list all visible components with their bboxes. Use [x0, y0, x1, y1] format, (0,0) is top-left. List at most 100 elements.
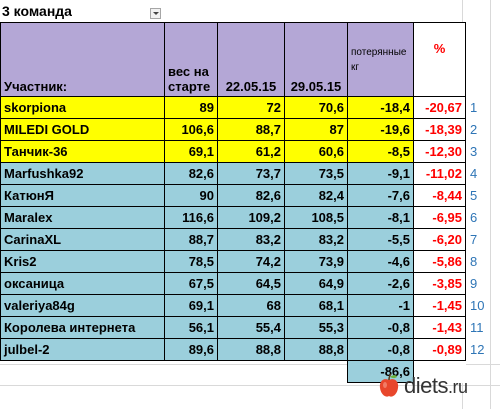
empty-cell	[165, 361, 218, 383]
cell-percent[interactable]: -11,02	[413, 162, 466, 185]
cell-lost-kg[interactable]: -2,6	[347, 272, 414, 295]
cell-weight-date-2[interactable]: 55,3	[284, 316, 348, 339]
cell-start-weight[interactable]: 116,6	[164, 206, 218, 229]
table-row: КатюнЯ 90 82,6 82,4 -7,6 -8,44 5	[0, 184, 500, 207]
header-date-1[interactable]: 22.05.15	[217, 22, 285, 97]
cell-weight-date-2[interactable]: 68,1	[284, 294, 348, 317]
header-date-2[interactable]: 29.05.15	[284, 22, 348, 97]
cell-name[interactable]: Королева интернета	[0, 316, 165, 339]
cell-percent[interactable]: -0,89	[413, 338, 466, 361]
cell-weight-date-2[interactable]: 108,5	[284, 206, 348, 229]
cell-weight-date-2[interactable]: 73,9	[284, 250, 348, 273]
cell-lost-kg[interactable]: -5,5	[347, 228, 414, 251]
cell-name[interactable]: Marfushka92	[0, 162, 165, 185]
cell-name[interactable]: КатюнЯ	[0, 184, 165, 207]
cell-start-weight[interactable]: 89	[164, 96, 218, 119]
cell-name[interactable]: CarinaXL	[0, 228, 165, 251]
header-name[interactable]: Участник:	[0, 22, 165, 97]
cell-percent[interactable]: -8,44	[413, 184, 466, 207]
table-row: оксаница 67,5 64,5 64,9 -2,6 -3,85 9	[0, 272, 500, 295]
cell-lost-kg[interactable]: -18,4	[347, 96, 414, 119]
cell-start-weight[interactable]: 89,6	[164, 338, 218, 361]
cell-start-weight[interactable]: 78,5	[164, 250, 218, 273]
rank-number: 12	[470, 342, 485, 357]
cell-weight-date-1[interactable]: 55,4	[217, 316, 285, 339]
cell-weight-date-2[interactable]: 83,2	[284, 228, 348, 251]
cell-weight-date-1[interactable]: 109,2	[217, 206, 285, 229]
cell-lost-kg[interactable]: -7,6	[347, 184, 414, 207]
cell-lost-kg[interactable]: -9,1	[347, 162, 414, 185]
cell-weight-date-1[interactable]: 82,6	[217, 184, 285, 207]
filter-dropdown-icon[interactable]	[150, 8, 161, 19]
cell-lost-kg[interactable]: -8,1	[347, 206, 414, 229]
cell-percent[interactable]: -18,39	[413, 118, 466, 141]
results-table: Участник: вес на старте 22.05.15 29.05.1…	[0, 22, 500, 383]
cell-weight-date-2[interactable]: 70,6	[284, 96, 348, 119]
cell-name[interactable]: Танчик-36	[0, 140, 165, 163]
cell-lost-kg[interactable]: -4,6	[347, 250, 414, 273]
cell-weight-date-1[interactable]: 83,2	[217, 228, 285, 251]
cell-start-weight[interactable]: 67,5	[164, 272, 218, 295]
cell-weight-date-2[interactable]: 88,8	[284, 338, 348, 361]
cell-lost-kg[interactable]: -0,8	[347, 338, 414, 361]
cell-start-weight[interactable]: 69,1	[164, 294, 218, 317]
table-row: Танчик-36 69,1 61,2 60,6 -8,5 -12,30 3	[0, 140, 500, 163]
cell-start-weight[interactable]: 106,6	[164, 118, 218, 141]
cell-start-weight[interactable]: 88,7	[164, 228, 218, 251]
cell-name[interactable]: Maralex	[0, 206, 165, 229]
rank-number: 8	[470, 254, 478, 269]
cell-percent[interactable]: -5,86	[413, 250, 466, 273]
total-lost-kg[interactable]: -86,6	[347, 360, 414, 383]
rank-number: 6	[470, 210, 478, 225]
cell-percent[interactable]: -6,20	[413, 228, 466, 251]
header-percent[interactable]: %	[413, 22, 466, 97]
rank-number: 3	[470, 144, 478, 159]
cell-weight-date-1[interactable]: 88,7	[217, 118, 285, 141]
cell-start-weight[interactable]: 82,6	[164, 162, 218, 185]
cell-start-weight[interactable]: 69,1	[164, 140, 218, 163]
rank-number: 10	[470, 298, 485, 313]
cell-weight-date-1[interactable]: 61,2	[217, 140, 285, 163]
cell-weight-date-1[interactable]: 73,7	[217, 162, 285, 185]
cell-percent[interactable]: -6,95	[413, 206, 466, 229]
cell-lost-kg[interactable]: -19,6	[347, 118, 414, 141]
cell-lost-kg[interactable]: -0,8	[347, 316, 414, 339]
header-lost-kg[interactable]: потерянные кг	[347, 22, 414, 97]
cell-percent[interactable]: -20,67	[413, 96, 466, 119]
cell-name[interactable]: MILEDI GOLD	[0, 118, 165, 141]
cell-weight-date-2[interactable]: 60,6	[284, 140, 348, 163]
cell-weight-date-2[interactable]: 64,9	[284, 272, 348, 295]
cell-start-weight[interactable]: 90	[164, 184, 218, 207]
cell-weight-date-2[interactable]: 82,4	[284, 184, 348, 207]
gridline	[0, 364, 500, 365]
table-row: Maralex 116,6 109,2 108,5 -8,1 -6,95 6	[0, 206, 500, 229]
cell-name[interactable]: valeriya84g	[0, 294, 165, 317]
cell-name[interactable]: skorpiona	[0, 96, 165, 119]
cell-percent[interactable]: -12,30	[413, 140, 466, 163]
cell-lost-kg[interactable]: -8,5	[347, 140, 414, 163]
cell-percent[interactable]: -3,85	[413, 272, 466, 295]
table-row: MILEDI GOLD 106,6 88,7 87 -19,6 -18,39 2	[0, 118, 500, 141]
cell-percent[interactable]: -1,43	[413, 316, 466, 339]
cell-weight-date-1[interactable]: 74,2	[217, 250, 285, 273]
cell-weight-date-1[interactable]: 72	[217, 96, 285, 119]
table-row: valeriya84g 69,1 68 68,1 -1 -1,45 10	[0, 294, 500, 317]
cell-name[interactable]: Kris2	[0, 250, 165, 273]
cell-name[interactable]: julbel-2	[0, 338, 165, 361]
header-start-weight[interactable]: вес на старте	[164, 22, 218, 97]
rank-number: 11	[470, 320, 484, 335]
cell-start-weight[interactable]: 56,1	[164, 316, 218, 339]
table-row: Kris2 78,5 74,2 73,9 -4,6 -5,86 8	[0, 250, 500, 273]
cell-name[interactable]: оксаница	[0, 272, 165, 295]
cell-percent[interactable]: -1,45	[413, 294, 466, 317]
watermark-brand: diets	[404, 373, 448, 398]
cell-weight-date-1[interactable]: 88,8	[217, 338, 285, 361]
team-title: 3 команда	[2, 3, 72, 19]
cell-weight-date-1[interactable]: 64,5	[217, 272, 285, 295]
cell-lost-kg[interactable]: -1	[347, 294, 414, 317]
empty-cell	[1, 361, 165, 383]
cell-weight-date-2[interactable]: 73,5	[284, 162, 348, 185]
cell-weight-date-2[interactable]: 87	[284, 118, 348, 141]
rank-number: 7	[470, 232, 478, 247]
cell-weight-date-1[interactable]: 68	[217, 294, 285, 317]
